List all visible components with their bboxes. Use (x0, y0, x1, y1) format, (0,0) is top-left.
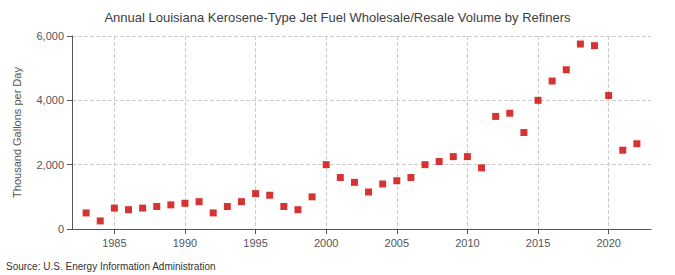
svg-text:4,000: 4,000 (36, 94, 64, 106)
svg-text:Annual Louisiana Kerosene-Type: Annual Louisiana Kerosene-Type Jet Fuel … (104, 10, 571, 25)
svg-text:2010: 2010 (455, 237, 479, 249)
svg-text:2015: 2015 (526, 237, 550, 249)
svg-text:2005: 2005 (385, 237, 409, 249)
svg-text:2,000: 2,000 (36, 159, 64, 171)
svg-text:0: 0 (58, 223, 64, 235)
svg-text:1995: 1995 (243, 237, 267, 249)
svg-text:2020: 2020 (596, 237, 620, 249)
svg-text:1985: 1985 (102, 237, 126, 249)
svg-text:2000: 2000 (314, 237, 338, 249)
svg-text:Thousand Gallons per Day: Thousand Gallons per Day (11, 67, 23, 198)
svg-text:6,000: 6,000 (36, 30, 64, 42)
svg-text:Source: U.S. Energy Informatio: Source: U.S. Energy Information Administ… (6, 261, 216, 272)
svg-text:1990: 1990 (173, 237, 197, 249)
